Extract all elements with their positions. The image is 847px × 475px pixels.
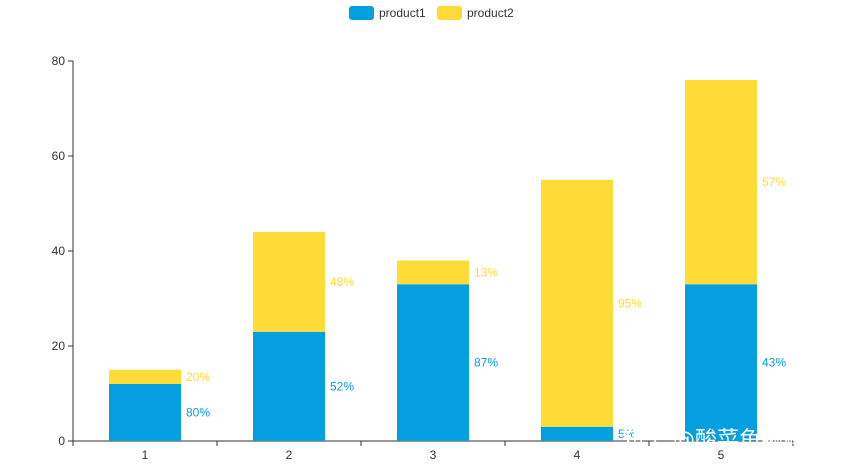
data-labels: 80% 20% 52% 48% 87% 13% 5% 95% 43% 57% — [186, 175, 786, 441]
y-tick-label: 20 — [52, 339, 66, 353]
data-label-product1-3: 87% — [474, 356, 498, 370]
legend-swatch-product2[interactable] — [437, 6, 462, 20]
y-axis: 0 20 40 60 80 — [52, 54, 74, 448]
data-label-product1-5: 43% — [762, 356, 786, 370]
bar-product2-3[interactable] — [397, 260, 469, 285]
bar-product2-1[interactable] — [109, 369, 181, 384]
bar-product1-4[interactable] — [541, 426, 613, 441]
bar-product1-5[interactable] — [685, 284, 757, 441]
bars — [109, 80, 757, 441]
legend[interactable]: product1 product2 — [349, 6, 514, 20]
y-tick-label: 60 — [52, 149, 66, 163]
x-tick-label: 1 — [142, 448, 149, 462]
bar-product1-2[interactable] — [253, 331, 325, 441]
data-label-product1-2: 52% — [330, 379, 354, 393]
data-label-product1-4: 5% — [618, 427, 636, 441]
x-tick-label: 3 — [430, 448, 437, 462]
bar-product2-4[interactable] — [541, 179, 613, 427]
bar-product2-5[interactable] — [685, 80, 757, 285]
legend-label-product1[interactable]: product1 — [379, 6, 426, 20]
y-tick-label: 80 — [52, 54, 66, 68]
x-tick-label: 4 — [574, 448, 581, 462]
bar-product2-2[interactable] — [253, 232, 325, 332]
data-label-product2-4: 95% — [618, 296, 642, 310]
data-label-product2-5: 57% — [762, 175, 786, 189]
data-label-product2-1: 20% — [186, 370, 210, 384]
data-label-product1-1: 80% — [186, 406, 210, 420]
data-label-product2-3: 13% — [474, 265, 498, 279]
legend-swatch-product1[interactable] — [349, 6, 374, 20]
x-tick-label: 5 — [718, 448, 725, 462]
legend-label-product2[interactable]: product2 — [467, 6, 514, 20]
y-tick-label: 40 — [52, 244, 66, 258]
bar-product1-3[interactable] — [397, 284, 469, 441]
data-label-product2-2: 48% — [330, 275, 354, 289]
y-tick-label: 0 — [58, 434, 65, 448]
x-tick-label: 2 — [286, 448, 293, 462]
bar-product1-1[interactable] — [109, 384, 181, 441]
watermark-text: 知乎 @酸菜鱼编程 — [622, 428, 805, 453]
